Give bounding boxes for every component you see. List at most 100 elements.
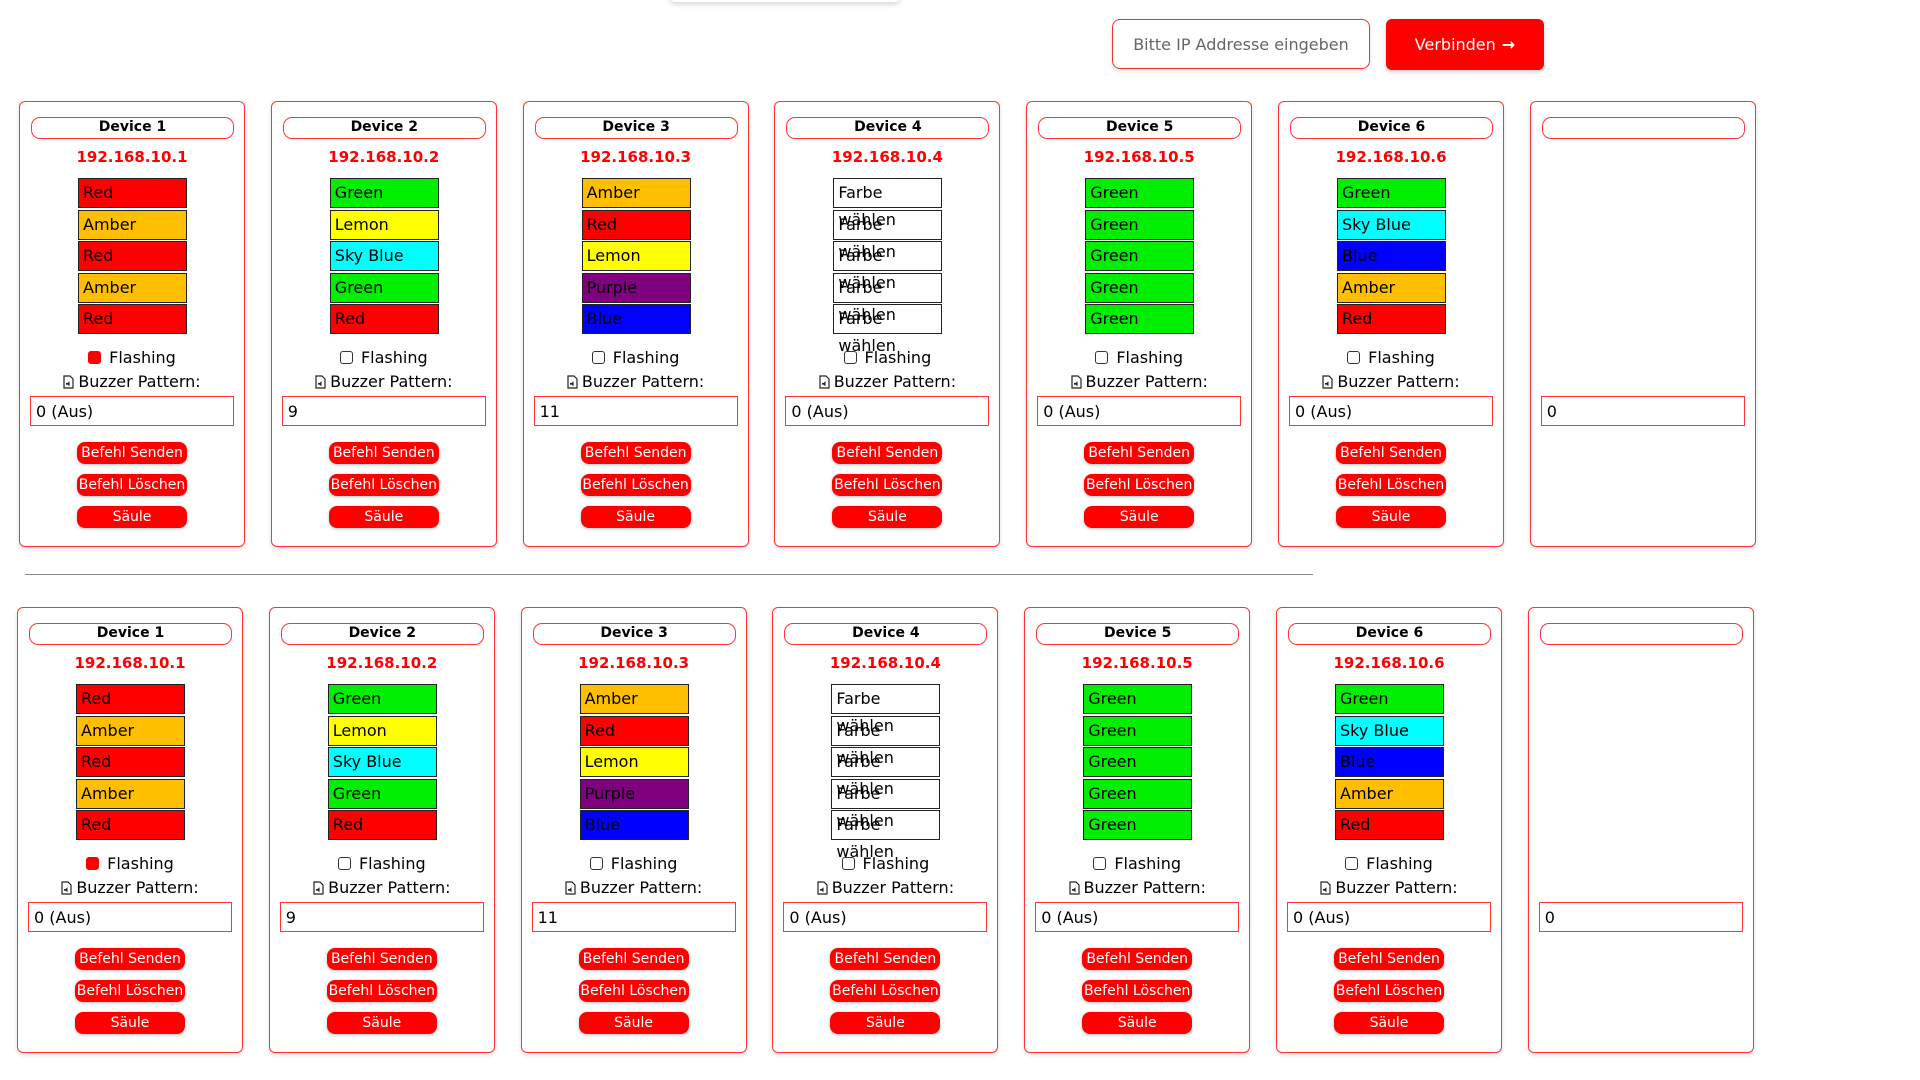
delete-command-button[interactable]: Befehl Löschen <box>1336 474 1446 496</box>
flashing-toggle[interactable]: Flashing <box>18 854 242 873</box>
buzzer-pattern-select[interactable] <box>1035 902 1240 932</box>
lamp-color-selector[interactable]: Green <box>1085 209 1195 240</box>
lamp-color-selector[interactable]: Red <box>78 241 187 271</box>
lamp-color-selector[interactable]: Amber <box>76 715 185 746</box>
delete-command-button[interactable]: Befehl Löschen <box>1334 980 1444 1002</box>
send-command-button[interactable]: Befehl Senden <box>1082 948 1193 970</box>
buzzer-pattern-select[interactable] <box>30 396 234 426</box>
lamp-color-selector[interactable]: Blue <box>579 810 689 840</box>
buzzer-pattern-select[interactable] <box>281 396 486 426</box>
lamp-color-selector[interactable]: Sky Blue <box>329 241 439 271</box>
flashing-checkbox[interactable] <box>843 351 857 364</box>
remove-column-button[interactable]: Säule entfernen <box>75 1012 185 1053</box>
delete-command-button[interactable]: Befehl Löschen <box>830 980 941 1002</box>
lamp-color-selector[interactable]: Amber <box>579 684 689 714</box>
lamp-color-selector[interactable]: Green <box>1083 684 1193 714</box>
lamp-color-selector[interactable]: Lemon <box>579 747 689 777</box>
remove-column-button[interactable]: Säule entfernen <box>1336 506 1446 547</box>
send-command-button[interactable]: Befehl Senden <box>830 948 941 970</box>
buzzer-pattern-select[interactable] <box>1538 902 1743 932</box>
lamp-color-selector[interactable]: Red <box>327 810 437 840</box>
lamp-color-selector[interactable]: Amber <box>76 778 185 809</box>
lamp-color-selector[interactable]: Green <box>329 272 439 303</box>
ip-address-input[interactable] <box>1112 19 1370 69</box>
lamp-color-selector[interactable]: Green <box>1335 684 1444 714</box>
lamp-color-selector[interactable]: Lemon <box>329 209 439 240</box>
remove-column-button[interactable]: Säule entfernen <box>326 1012 437 1053</box>
remove-column-button[interactable]: Säule entfernen <box>578 1012 689 1053</box>
flashing-toggle[interactable]: Flashing <box>1027 348 1251 367</box>
buzzer-pattern-select[interactable] <box>531 902 736 932</box>
lamp-color-selector[interactable]: Red <box>1337 304 1446 334</box>
delete-command-button[interactable]: Befehl Löschen <box>326 980 437 1002</box>
lamp-color-selector[interactable]: Blue <box>581 304 691 334</box>
flashing-toggle[interactable]: Flashing <box>20 348 244 367</box>
lamp-color-selector[interactable]: Blue <box>1335 747 1444 777</box>
lamp-color-selector[interactable]: Red <box>579 715 689 746</box>
remove-column-button[interactable]: Säule entfernen <box>1334 1012 1444 1053</box>
lamp-color-selector[interactable]: Red <box>78 178 187 208</box>
lamp-color-selector[interactable]: Amber <box>78 272 187 303</box>
flashing-toggle[interactable]: Flashing <box>775 348 999 367</box>
lamp-color-selector[interactable]: Lemon <box>327 715 437 746</box>
flashing-toggle[interactable]: Flashing <box>522 854 746 873</box>
send-command-button[interactable]: Befehl Senden <box>77 442 187 464</box>
lamp-color-selector[interactable]: Green <box>1085 178 1195 208</box>
delete-command-button[interactable]: Befehl Löschen <box>1084 474 1195 496</box>
lamp-color-selector[interactable]: Sky Blue <box>1337 209 1446 240</box>
lamp-color-selector[interactable]: Red <box>1335 810 1444 840</box>
buzzer-pattern-select[interactable] <box>1287 902 1491 932</box>
send-command-button[interactable]: Befehl Senden <box>832 442 943 464</box>
lamp-color-selector[interactable]: Farbe wählen <box>831 810 941 861</box>
lamp-color-selector[interactable]: Green <box>1085 272 1195 303</box>
lamp-color-selector[interactable]: Green <box>1083 778 1193 809</box>
flashing-toggle[interactable]: Flashing <box>1277 854 1501 873</box>
send-command-button[interactable]: Befehl Senden <box>326 948 437 970</box>
buzzer-pattern-select[interactable] <box>1289 396 1493 426</box>
lamp-color-selector[interactable]: Purple <box>581 272 691 303</box>
lamp-color-selector[interactable]: Green <box>327 684 437 714</box>
lamp-color-selector[interactable]: Sky Blue <box>327 747 437 777</box>
lamp-color-selector[interactable]: Red <box>581 209 691 240</box>
send-command-button[interactable]: Befehl Senden <box>75 948 185 970</box>
remove-column-button[interactable]: Säule entfernen <box>1084 506 1195 547</box>
delete-command-button[interactable]: Befehl Löschen <box>77 474 187 496</box>
flashing-checkbox[interactable] <box>841 857 855 870</box>
flashing-toggle[interactable]: Flashing <box>272 348 496 367</box>
lamp-color-selector[interactable]: Amber <box>1337 272 1446 303</box>
remove-column-button[interactable]: Säule entfernen <box>580 506 691 547</box>
lamp-color-selector[interactable]: Red <box>78 304 187 334</box>
flashing-toggle[interactable]: Flashing <box>1279 348 1503 367</box>
lamp-color-selector[interactable]: Farbe wählen <box>833 178 943 229</box>
delete-command-button[interactable]: Befehl Löschen <box>832 474 943 496</box>
send-command-button[interactable]: Befehl Senden <box>328 442 439 464</box>
send-command-button[interactable]: Befehl Senden <box>1084 442 1195 464</box>
send-command-button[interactable]: Befehl Senden <box>578 948 689 970</box>
lamp-color-selector[interactable]: Farbe wählen <box>831 684 941 735</box>
buzzer-pattern-select[interactable] <box>28 902 232 932</box>
delete-command-button[interactable]: Befehl Löschen <box>580 474 691 496</box>
flashing-checkbox[interactable] <box>337 857 351 870</box>
lamp-color-selector[interactable]: Green <box>329 178 439 208</box>
flashing-toggle[interactable]: Flashing <box>773 854 997 873</box>
lamp-color-selector[interactable]: Amber <box>581 178 691 208</box>
connect-button[interactable]: Verbinden → <box>1386 19 1544 70</box>
remove-column-button[interactable]: Säule entfernen <box>77 506 187 547</box>
lamp-color-selector[interactable]: Green <box>1085 304 1195 334</box>
flashing-checkbox[interactable] <box>589 857 603 870</box>
lamp-color-selector[interactable]: Green <box>1083 747 1193 777</box>
flashing-toggle[interactable]: Flashing <box>1025 854 1249 873</box>
flashing-toggle[interactable]: Flashing <box>270 854 494 873</box>
lamp-color-selector[interactable]: Red <box>76 747 185 777</box>
remove-column-button[interactable]: Säule entfernen <box>1082 1012 1193 1053</box>
send-command-button[interactable]: Befehl Senden <box>580 442 691 464</box>
delete-command-button[interactable]: Befehl Löschen <box>75 980 185 1002</box>
send-command-button[interactable]: Befehl Senden <box>1334 948 1444 970</box>
buzzer-pattern-select[interactable] <box>533 396 738 426</box>
buzzer-pattern-select[interactable] <box>785 396 990 426</box>
flashing-checkbox[interactable] <box>1347 351 1361 364</box>
lamp-color-selector[interactable]: Amber <box>78 209 187 240</box>
remove-column-button[interactable]: Säule entfernen <box>832 506 943 547</box>
lamp-color-selector[interactable]: Lemon <box>581 241 691 271</box>
lamp-color-selector[interactable]: Green <box>1083 810 1193 840</box>
